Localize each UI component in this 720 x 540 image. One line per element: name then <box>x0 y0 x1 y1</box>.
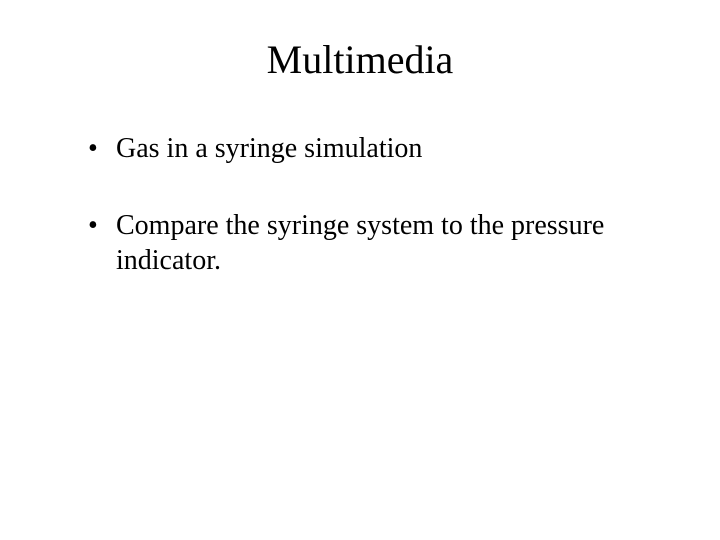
bullet-list: Gas in a syringe simulation Compare the … <box>60 131 660 278</box>
bullet-item: Compare the syringe system to the pressu… <box>88 208 660 278</box>
bullet-item: Gas in a syringe simulation <box>88 131 660 166</box>
slide-title: Multimedia <box>60 36 660 83</box>
slide-container: Multimedia Gas in a syringe simulation C… <box>0 0 720 540</box>
